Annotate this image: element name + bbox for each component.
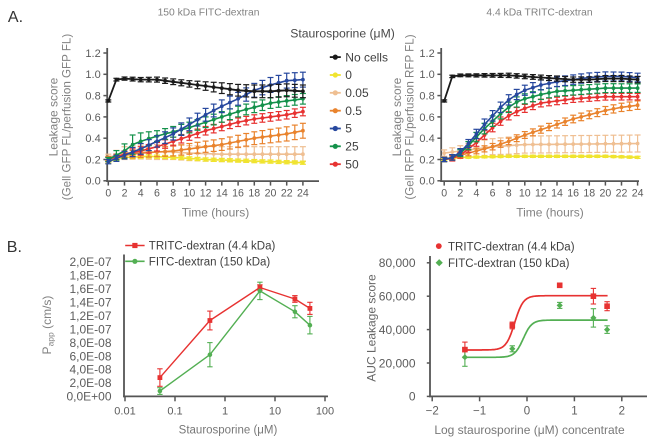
svg-text:0.0: 0.0	[85, 176, 100, 188]
svg-text:0.0: 0.0	[419, 176, 434, 188]
svg-text:B.: B.	[7, 239, 22, 256]
svg-text:16: 16	[567, 187, 579, 199]
svg-text:1.2: 1.2	[85, 48, 100, 60]
svg-text:Staurosporine (μM): Staurosporine (μM)	[290, 27, 395, 41]
svg-text:0.2: 0.2	[419, 154, 434, 166]
svg-text:1: 1	[571, 406, 577, 418]
svg-text:TRITC-dextran (4.4 kDa): TRITC-dextran (4.4 kDa)	[448, 241, 575, 253]
svg-text:10: 10	[269, 406, 281, 418]
svg-text:2: 2	[122, 187, 128, 199]
svg-text:4: 4	[473, 187, 479, 199]
svg-text:0,0E+00: 0,0E+00	[66, 390, 111, 404]
svg-text:60,000: 60,000	[379, 290, 416, 304]
svg-text:0: 0	[345, 68, 352, 82]
svg-text:14: 14	[551, 187, 563, 199]
svg-text:AUC Leakage score: AUC Leakage score	[365, 274, 379, 382]
svg-text:14: 14	[216, 187, 228, 199]
svg-text:16: 16	[232, 187, 244, 199]
svg-text:1,8E-07: 1,8E-07	[69, 269, 111, 283]
svg-text:50: 50	[345, 157, 359, 171]
svg-text:22: 22	[281, 187, 293, 199]
svg-text:0.5: 0.5	[345, 104, 362, 118]
svg-text:20: 20	[265, 187, 277, 199]
svg-text:0.8: 0.8	[419, 91, 434, 103]
svg-text:18: 18	[248, 187, 260, 199]
svg-text:1,6E-07: 1,6E-07	[69, 282, 111, 296]
svg-text:18: 18	[583, 187, 595, 199]
svg-text:0: 0	[105, 187, 111, 199]
svg-text:(Gell GFP FL/perfusion GFP FL): (Gell GFP FL/perfusion GFP FL)	[61, 34, 74, 201]
svg-text:0.6: 0.6	[85, 112, 100, 124]
svg-text:FITC-dextran (150 kDa): FITC-dextran (150 kDa)	[149, 257, 271, 269]
svg-text:0.01: 0.01	[114, 406, 135, 418]
svg-text:0.4: 0.4	[85, 133, 100, 145]
svg-text:2: 2	[619, 406, 625, 418]
svg-text:12: 12	[535, 187, 547, 199]
svg-text:80,000: 80,000	[379, 256, 416, 270]
svg-text:2,0E-08: 2,0E-08	[69, 376, 111, 390]
svg-text:6: 6	[490, 187, 496, 199]
svg-text:0.4: 0.4	[419, 133, 434, 145]
svg-text:Staurosporine (μM): Staurosporine (μM)	[179, 425, 278, 437]
svg-text:1: 1	[222, 406, 228, 418]
svg-text:8: 8	[506, 187, 512, 199]
svg-text:0.2: 0.2	[85, 154, 100, 166]
svg-text:Time (hours): Time (hours)	[182, 206, 250, 220]
svg-text:12: 12	[200, 187, 212, 199]
svg-text:A.: A.	[8, 9, 23, 26]
svg-text:Log staurosporine (μM) concent: Log staurosporine (μM) concentrate	[434, 423, 625, 437]
svg-text:8: 8	[170, 187, 176, 199]
svg-text:150 kDa FITC-dextran: 150 kDa FITC-dextran	[158, 8, 260, 19]
svg-text:Papp (cm/s): Papp (cm/s)	[40, 296, 56, 355]
svg-text:1,0E-07: 1,0E-07	[69, 322, 111, 336]
svg-text:1.0: 1.0	[419, 69, 434, 81]
svg-text:1,2E-07: 1,2E-07	[69, 309, 111, 323]
svg-text:0: 0	[524, 406, 530, 418]
svg-text:(Gell RFP FL/perfusion RFP FL): (Gell RFP FL/perfusion RFP FL)	[404, 34, 417, 199]
svg-text:Leakage score: Leakage score	[390, 77, 404, 156]
svg-text:5: 5	[345, 122, 352, 136]
svg-text:10: 10	[184, 187, 196, 199]
svg-text:20: 20	[600, 187, 612, 199]
svg-text:1.2: 1.2	[419, 48, 434, 60]
svg-text:1.0: 1.0	[85, 69, 100, 81]
svg-text:−1: −1	[473, 406, 486, 418]
svg-text:−2: −2	[426, 406, 439, 418]
svg-text:24: 24	[297, 187, 309, 199]
svg-text:4.4 kDa TRITC-dextran: 4.4 kDa TRITC-dextran	[486, 8, 593, 19]
svg-text:100: 100	[316, 406, 334, 418]
svg-text:FITC-dextran (150 kDa): FITC-dextran (150 kDa)	[448, 258, 570, 270]
svg-text:TRITC-dextran (4.4 kDa): TRITC-dextran (4.4 kDa)	[149, 241, 276, 253]
svg-text:0.1: 0.1	[167, 406, 182, 418]
svg-text:22: 22	[616, 187, 628, 199]
svg-text:Time (hours): Time (hours)	[516, 206, 584, 220]
svg-text:0: 0	[441, 187, 447, 199]
svg-text:20,000: 20,000	[379, 356, 416, 370]
svg-text:2,0E-07: 2,0E-07	[69, 255, 111, 269]
svg-text:24: 24	[632, 187, 644, 199]
svg-text:6: 6	[154, 187, 160, 199]
svg-text:4,0E-08: 4,0E-08	[69, 363, 111, 377]
svg-text:0: 0	[409, 390, 416, 404]
svg-text:0.8: 0.8	[85, 91, 100, 103]
svg-text:10: 10	[519, 187, 531, 199]
svg-text:0.05: 0.05	[345, 86, 369, 100]
svg-text:25: 25	[345, 140, 359, 154]
svg-text:0.6: 0.6	[419, 112, 434, 124]
svg-text:2: 2	[457, 187, 463, 199]
svg-text:No cells: No cells	[345, 50, 388, 64]
svg-text:6,0E-08: 6,0E-08	[69, 349, 111, 363]
svg-text:8,0E-08: 8,0E-08	[69, 336, 111, 350]
svg-text:1,4E-07: 1,4E-07	[69, 296, 111, 310]
svg-text:40,000: 40,000	[379, 323, 416, 337]
svg-text:Leakage score: Leakage score	[47, 77, 61, 156]
svg-text:4: 4	[138, 187, 144, 199]
